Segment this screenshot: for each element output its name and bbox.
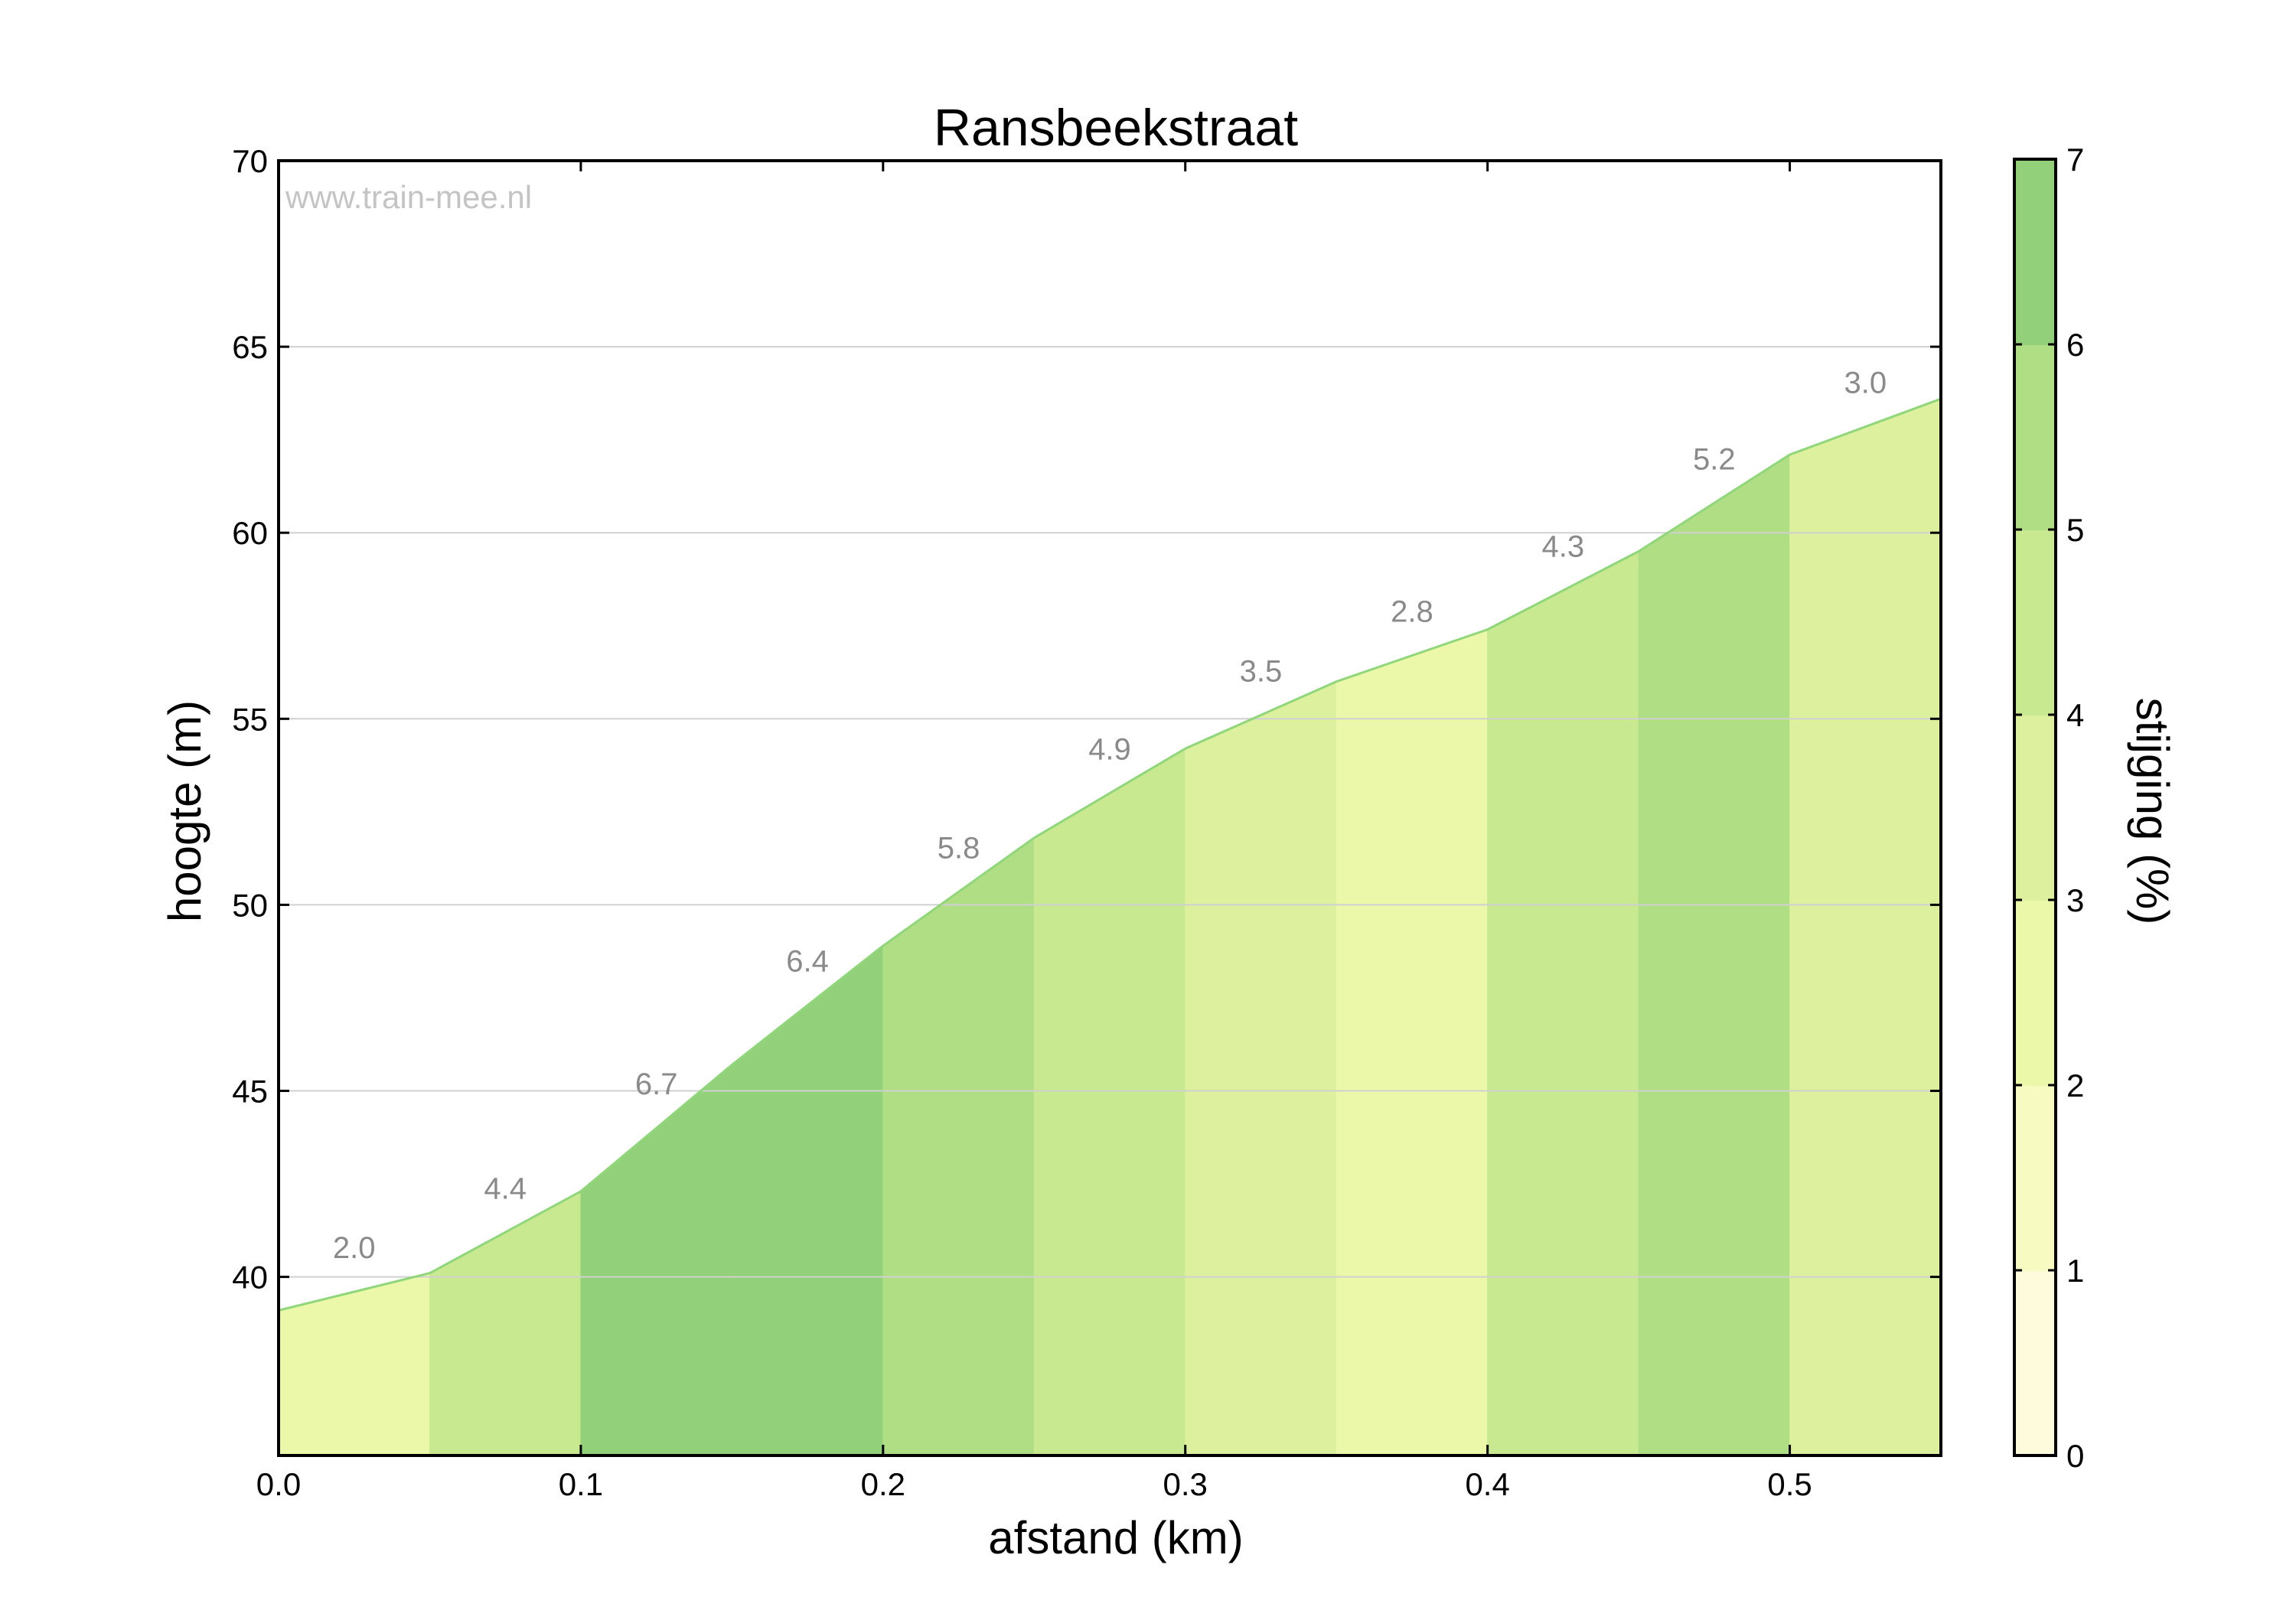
grade-labels: 2.0 4.4 6.7 6.4 5.8 4.9 3.5 2.8 4.3 5.2 3.0 bbox=[333, 367, 1887, 1265]
watermark: www.train-mee.nl bbox=[285, 179, 532, 215]
colorbar-band-1 bbox=[2014, 1085, 2056, 1271]
profile-segment-3 bbox=[731, 944, 884, 1456]
colorbar-tick-label-2: 2 bbox=[2066, 1068, 2084, 1103]
colorbar-frame bbox=[2013, 158, 2057, 1457]
colorbar-band-6 bbox=[2014, 159, 2056, 345]
y-tick-label-1: 45 bbox=[232, 1074, 268, 1110]
y-tick-label-3: 55 bbox=[232, 701, 268, 737]
colorbar-tick-label-0: 0 bbox=[2066, 1438, 2084, 1474]
axes: 0.0 0.1 0.2 0.3 0.4 0.5 40 45 50 55 60 65 70 bbox=[232, 143, 1942, 1502]
y-axis-label: hoogte (m) bbox=[159, 700, 210, 922]
profile-segment-7 bbox=[1336, 628, 1489, 1456]
y-tick-label-5: 65 bbox=[232, 329, 268, 365]
x-tick-label-0: 0.0 bbox=[256, 1466, 301, 1502]
colorbar-tick-label-3: 3 bbox=[2066, 882, 2084, 918]
y-tick-label-0: 40 bbox=[232, 1260, 268, 1296]
plot-frame bbox=[277, 159, 1942, 1457]
grade-label-10: 3.0 bbox=[1844, 367, 1887, 400]
grid bbox=[278, 160, 1942, 1312]
colorbar-band-0 bbox=[2014, 1270, 2056, 1456]
colorbar-tick-label-7: 7 bbox=[2066, 142, 2084, 178]
grade-label-5: 4.9 bbox=[1088, 733, 1131, 767]
grade-label-3: 6.4 bbox=[786, 945, 829, 979]
grade-label-9: 5.2 bbox=[1693, 442, 1736, 476]
colorbar-tick-label-6: 6 bbox=[2066, 327, 2084, 363]
grade-label-4: 5.8 bbox=[938, 831, 980, 865]
colorbar-band-3 bbox=[2014, 715, 2056, 901]
y-tick-label-6: 70 bbox=[232, 143, 268, 179]
profile-segment-0 bbox=[278, 1273, 430, 1456]
colorbar-band-5 bbox=[2014, 344, 2056, 530]
profile-segment-9 bbox=[1638, 454, 1791, 1456]
colorbar-label: stijging (%) bbox=[2127, 698, 2178, 925]
colorbar-band-4 bbox=[2014, 530, 2056, 715]
y-tick-label-4: 60 bbox=[232, 515, 268, 551]
colorbar: 0 1 2 3 4 5 6 7 bbox=[2013, 142, 2084, 1474]
chart-title: Ransbeekstraat bbox=[934, 99, 1298, 157]
profile-segment-10 bbox=[1789, 398, 1942, 1456]
y-tick-label-2: 50 bbox=[232, 887, 268, 923]
colorbar-band-2 bbox=[2014, 900, 2056, 1086]
grade-label-6: 3.5 bbox=[1240, 654, 1283, 688]
profile-line bbox=[278, 397, 1942, 1312]
x-tick-label-5: 0.5 bbox=[1767, 1466, 1812, 1502]
grade-label-0: 2.0 bbox=[333, 1231, 376, 1265]
colorbar-tick-label-4: 4 bbox=[2066, 697, 2084, 733]
x-tick-label-4: 0.4 bbox=[1465, 1466, 1509, 1502]
x-tick-label-2: 0.2 bbox=[861, 1466, 905, 1502]
colorbar-tick-label-1: 1 bbox=[2066, 1253, 2084, 1289]
profile-segment-2 bbox=[580, 1064, 732, 1456]
profile-fills bbox=[278, 398, 1942, 1456]
grade-label-7: 2.8 bbox=[1391, 595, 1433, 629]
profile-segment-6 bbox=[1185, 680, 1337, 1456]
colorbar-tick-label-5: 5 bbox=[2066, 512, 2084, 548]
profile-segment-8 bbox=[1487, 550, 1639, 1456]
x-axis-label: afstand (km) bbox=[988, 1512, 1243, 1563]
x-tick-label-3: 0.3 bbox=[1163, 1466, 1208, 1502]
grade-label-8: 4.3 bbox=[1542, 530, 1585, 564]
x-tick-label-1: 0.1 bbox=[559, 1466, 603, 1502]
profile-segment-5 bbox=[1033, 748, 1186, 1456]
grade-label-1: 4.4 bbox=[484, 1172, 527, 1205]
grade-label-2: 6.7 bbox=[635, 1068, 678, 1101]
